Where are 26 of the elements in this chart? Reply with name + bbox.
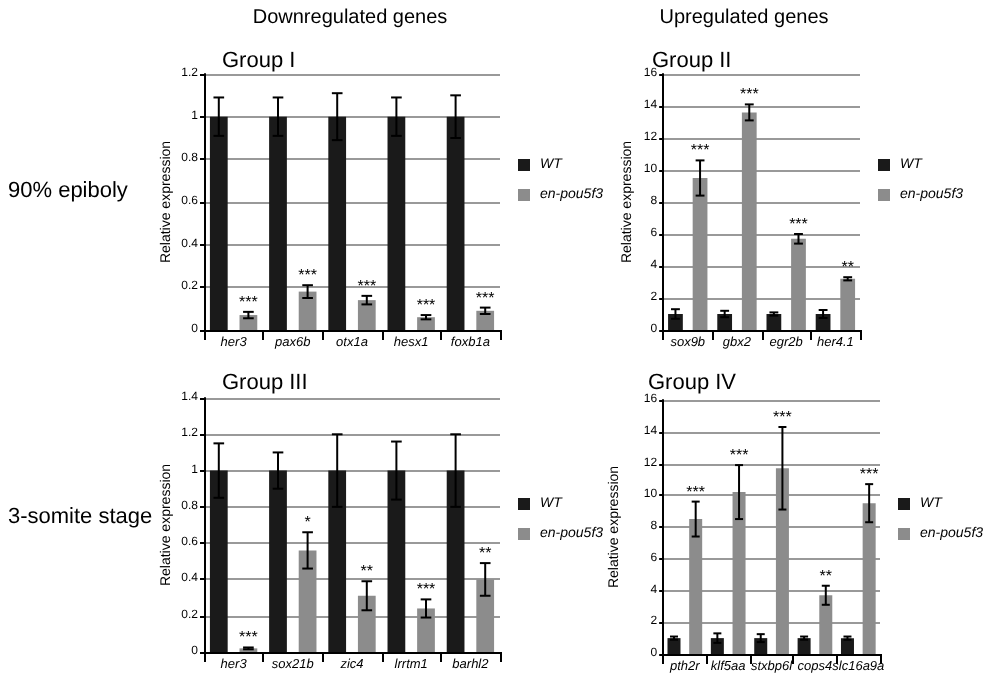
- annotation: **: [841, 258, 854, 277]
- annotation: **: [360, 562, 374, 581]
- chart-title: Group III: [222, 371, 308, 395]
- chart-title: Group IV: [648, 371, 738, 395]
- annotation: ***: [298, 266, 317, 285]
- annotation: ***: [690, 141, 710, 160]
- annotation: ***: [357, 276, 377, 295]
- annotation: **: [819, 566, 833, 585]
- annotation: ***: [239, 628, 258, 647]
- annotation: ***: [789, 215, 808, 233]
- annotation: **: [478, 544, 492, 563]
- annotation: ***: [739, 85, 759, 104]
- annotation: *: [304, 513, 311, 532]
- annotation: ***: [416, 296, 436, 315]
- annotation: ***: [686, 482, 706, 501]
- text: Downregulated genes: [252, 7, 448, 29]
- annotation: ***: [416, 580, 436, 599]
- text: Upregulated genes: [659, 7, 829, 29]
- annotation: ***: [729, 446, 749, 465]
- annotation: ***: [773, 407, 792, 426]
- annotation: ***: [239, 292, 258, 311]
- chart-title: Group I: [222, 49, 296, 73]
- annotation: ***: [475, 288, 495, 307]
- annotation: ***: [859, 465, 879, 484]
- text: 90% epiboly: [8, 179, 129, 203]
- text: 3-somite stage: [8, 505, 153, 529]
